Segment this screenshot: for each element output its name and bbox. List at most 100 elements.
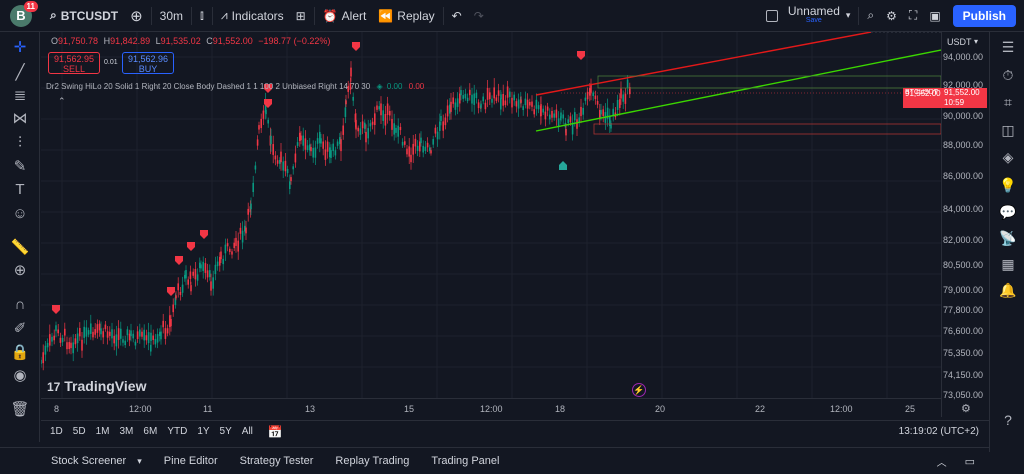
divider (211, 6, 213, 25)
pattern-icon[interactable]: ⋈ (12, 110, 28, 127)
range-button-1m[interactable]: 1M (95, 426, 110, 437)
range-button-1y[interactable]: 1Y (197, 426, 210, 437)
settings-button[interactable]: ⚙ (880, 0, 903, 32)
avatar[interactable]: B 11 (10, 0, 38, 27)
chevron-up-icon[interactable]: ︿ (936, 457, 947, 469)
candle-body (439, 121, 441, 131)
indicators-button[interactable]: ⩘ Indicators (215, 0, 290, 32)
chat-icon[interactable]: 💬 (999, 203, 1017, 220)
collapse-legend-button[interactable]: ⌃ (58, 96, 66, 106)
price-label: 92,000.00 (942, 80, 983, 90)
currency-label[interactable]: USDT (947, 37, 972, 47)
calendar-icon[interactable]: ▦ (1001, 255, 1015, 272)
trash-icon[interactable]: 🗑 (10, 401, 30, 418)
range-button-all[interactable]: All (241, 426, 253, 437)
ruler-icon[interactable]: 📏 (10, 239, 30, 256)
chart-canvas[interactable] (41, 32, 941, 398)
indicator-legend[interactable]: Dr2 Swing HiLo 20 Solid 1 Right 20 Close… (46, 82, 424, 91)
maximize-panel-icon[interactable]: ▭ (964, 455, 975, 468)
candle-body (134, 341, 137, 346)
compare-symbol-button[interactable]: ⊕ (124, 0, 149, 32)
candle-body (412, 143, 414, 155)
data-window-icon[interactable]: ◫ (1001, 121, 1015, 138)
price-scale-settings-icon[interactable]: ⚙ (961, 403, 971, 415)
streams-icon[interactable]: 📡 (999, 229, 1017, 246)
chart-pane[interactable] (41, 32, 941, 417)
magnet-icon[interactable]: ∩ (14, 295, 26, 313)
layout-select-button[interactable]: Unnamed Save ▾ (760, 0, 857, 32)
candle-body (279, 159, 281, 164)
brush-icon[interactable]: ✎ (13, 158, 27, 175)
candle-body (376, 105, 378, 110)
interval-button[interactable]: 30m (159, 8, 183, 23)
candle-body (589, 88, 591, 96)
date-range-calendar-icon[interactable]: 📅 (267, 424, 283, 439)
range-button-5y[interactable]: 5Y (219, 426, 232, 437)
lightning-icon[interactable]: ⚡ (632, 383, 646, 397)
range-button-1d[interactable]: 1D (50, 426, 63, 437)
help-icon[interactable]: ? (1004, 412, 1012, 428)
eye-icon[interactable]: ◉ (13, 367, 27, 384)
candle-body (210, 281, 212, 291)
range-button-3m[interactable]: 3M (119, 426, 134, 437)
layout-name: Unnamed (787, 3, 840, 18)
symbol-search-button[interactable]: ⌕ BTCUSDT (44, 0, 124, 32)
candle-body (537, 105, 540, 110)
ideas-icon[interactable]: 💡 (999, 176, 1017, 193)
lock-drawing-icon[interactable]: ✐ (13, 320, 27, 337)
tab-pine-editor[interactable]: Pine Editor (163, 455, 218, 467)
range-button-ytd[interactable]: YTD (167, 426, 188, 437)
candle-body (493, 87, 495, 99)
candle-body (187, 279, 189, 285)
sell-button[interactable]: 91,562.95 SELL (48, 52, 100, 74)
zoom-icon[interactable]: ⊕ (13, 262, 27, 279)
layers-icon[interactable]: ◈ (1002, 148, 1014, 165)
alert-button[interactable]: ⏰ Alert (317, 0, 373, 32)
tab-stock-screener[interactable]: Stock Screener ▾ (40, 455, 153, 467)
replay-button[interactable]: ⏪ Replay (372, 0, 440, 32)
notifications-icon[interactable]: 🔔 (999, 281, 1017, 298)
candle-body (244, 225, 246, 232)
buy-button[interactable]: 91,562.96 BUY (122, 52, 174, 74)
chevron-down-icon: ▾ (974, 37, 979, 46)
range-button-6m[interactable]: 6M (143, 426, 158, 437)
candle-body (459, 93, 461, 104)
publish-button[interactable]: Publish (952, 4, 1016, 27)
price-tag-symbol: BTCUSDT (905, 89, 939, 96)
candle-body (309, 144, 311, 151)
redo-button[interactable]: ↷ (468, 0, 490, 32)
fib-icon[interactable]: ≣ (13, 87, 27, 104)
forecast-icon[interactable]: ⫶ (18, 133, 22, 151)
alerts-clock-icon[interactable]: ⏱ (1002, 66, 1014, 83)
candle-body (164, 328, 167, 339)
tab-replay-trading[interactable]: Replay Trading (335, 455, 410, 467)
tab-strategy-tester[interactable]: Strategy Tester (239, 455, 314, 467)
candle-body (359, 128, 362, 135)
clock-label[interactable]: 13:19:02 (UTC+2) (898, 426, 979, 437)
lock-icon[interactable]: 🔒 (10, 344, 30, 361)
candle-body (174, 297, 177, 305)
watchlist-icon[interactable]: ☰ (1001, 38, 1015, 55)
undo-button[interactable]: ↶ (446, 0, 468, 32)
indicator-templates-button[interactable]: ⊞ (290, 0, 312, 32)
candle-body (280, 151, 282, 163)
fullscreen-button[interactable]: ⛶ (903, 0, 923, 32)
tab-trading-panel[interactable]: Trading Panel (431, 455, 500, 467)
indicator-value-2: 0.00 (408, 82, 425, 91)
snapshot-button[interactable]: ▣ (923, 0, 946, 32)
crosshair-icon[interactable]: ✛ (13, 39, 27, 56)
candle-body (262, 110, 265, 119)
candle-body (132, 333, 134, 339)
quick-search-button[interactable]: ⌕ (861, 0, 880, 32)
candle-body (491, 98, 493, 103)
range-button-5d[interactable]: 5D (72, 426, 86, 437)
text-icon[interactable]: T (15, 180, 25, 198)
candle-body (477, 102, 480, 109)
trend-line-icon[interactable]: ╱ (15, 64, 25, 81)
swing-low-marker (559, 161, 567, 170)
candle-type-button[interactable]: ⫾ (194, 0, 210, 32)
candle-body (42, 352, 44, 364)
time-scale[interactable]: 8 12:00 11 13 15 12:00 18 20 22 12:00 25 (41, 398, 941, 418)
emoji-icon[interactable]: ☺ (12, 204, 28, 222)
hotlist-icon[interactable]: ⌗ (1004, 93, 1012, 110)
